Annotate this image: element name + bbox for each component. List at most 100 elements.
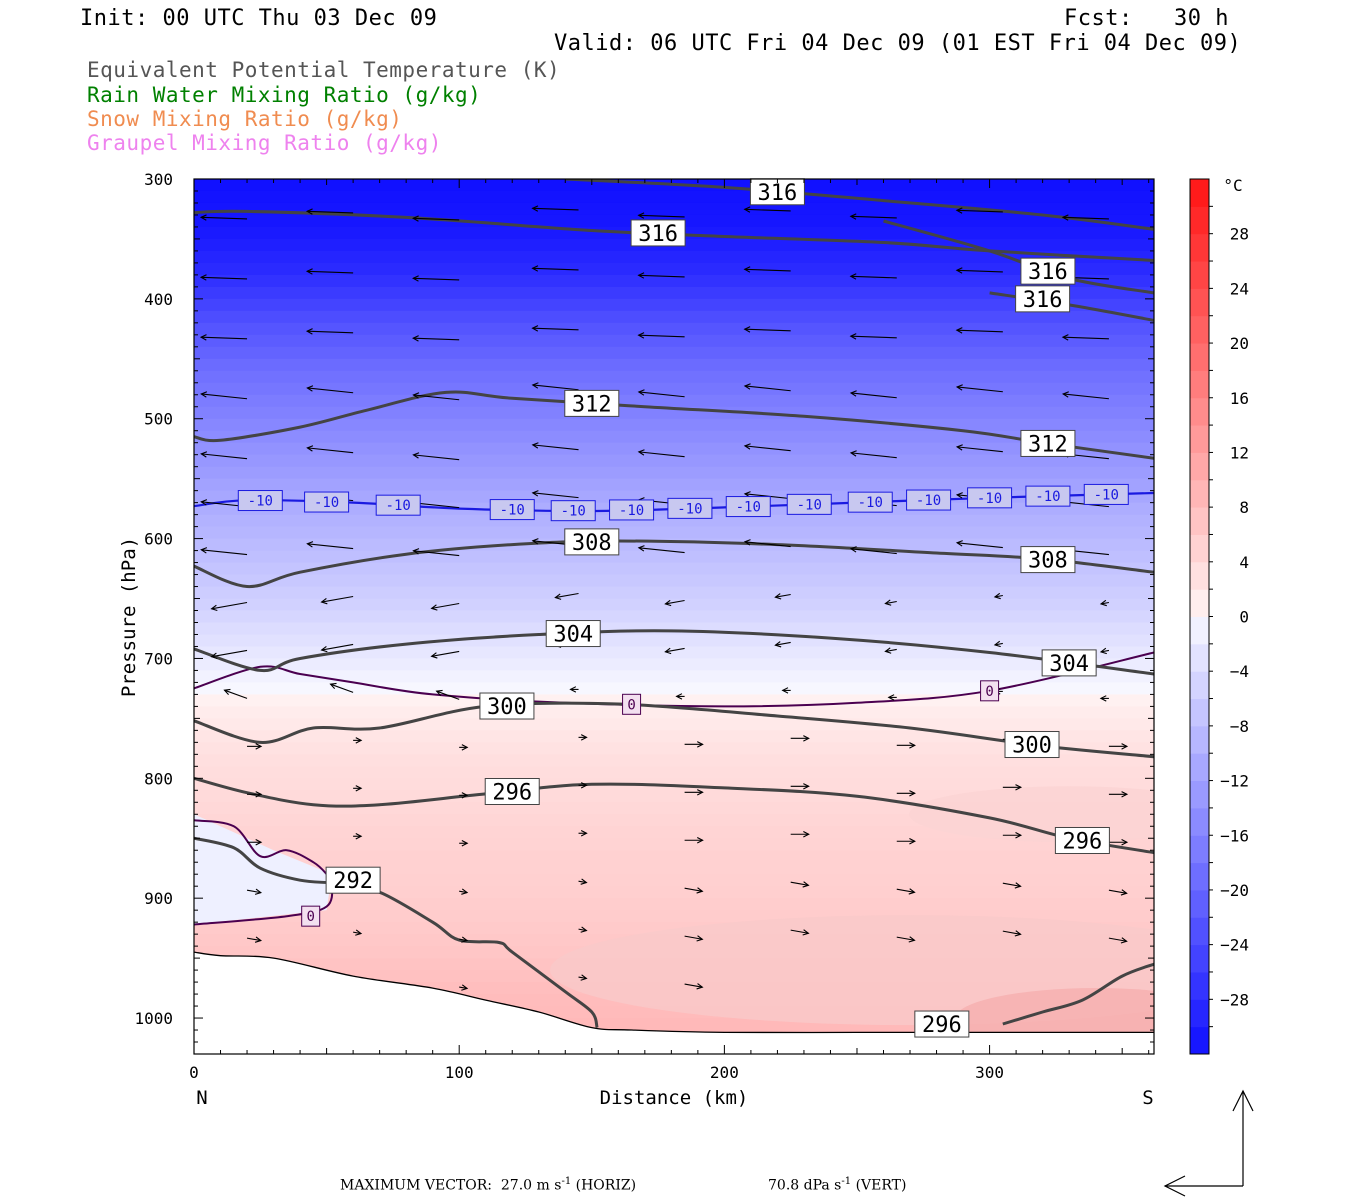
wind-vector-head [697, 837, 704, 844]
isotherm-label: -10 [725, 496, 771, 518]
wind-vector-head [637, 449, 645, 456]
wind-vector [896, 888, 915, 893]
wind-vector [850, 215, 897, 219]
wind-vector [321, 595, 354, 603]
temperature-band [194, 454, 1154, 468]
theta-e-label-text: 304 [553, 623, 593, 648]
colorbar-swatch [1190, 179, 1209, 207]
temperature-band [194, 598, 1154, 612]
theta-e-label-box [545, 620, 601, 648]
wind-vector-head [909, 742, 916, 749]
theta-e-label-box [1054, 826, 1110, 854]
wind-vector-head [461, 744, 469, 751]
wind-vector [532, 327, 579, 331]
wind-vector-head [412, 392, 420, 399]
wind-vector-head [743, 326, 751, 333]
theta-e-label: 292 [325, 866, 381, 894]
wind-vector [555, 592, 579, 599]
theta-e-292-line [194, 836, 599, 1029]
wind-vector [307, 543, 354, 550]
isotherm-label-box [1083, 483, 1129, 505]
wind-vector-head [200, 547, 208, 554]
isotherm-label: -10 [489, 499, 535, 521]
theta-e-300-line [194, 701, 1154, 759]
colorbar-swatch [1190, 589, 1209, 617]
wind-vector [665, 647, 685, 653]
wind-vector [246, 937, 261, 942]
wind-vector-head [320, 645, 328, 653]
wind-vector [307, 330, 354, 334]
wind-vector-head [955, 540, 963, 547]
wind-vector-head [803, 831, 810, 838]
valid-time-label: Valid: 06 UTC Fri 04 Dec 09 (01 EST Fri … [554, 31, 1242, 56]
x-end-label-north: N [196, 1087, 207, 1109]
colorbar-swatch [1190, 753, 1209, 782]
wind-vector [994, 642, 1003, 646]
colorbar-swatch [1190, 261, 1209, 289]
theta-e-label-box [1004, 731, 1060, 759]
wind-vector-head [743, 539, 751, 546]
isotherm-label-box [725, 496, 771, 518]
temperature-band [194, 538, 1154, 552]
theta-e-label-text: 300 [1012, 734, 1052, 759]
colorbar-swatch [1190, 1026, 1209, 1055]
wind-vector-head [697, 789, 704, 796]
theta-e-label: 296 [1054, 826, 1110, 854]
wind-vector [850, 335, 897, 339]
wind-vector-head [1061, 391, 1069, 398]
y-tick-label: 300 [144, 170, 173, 189]
colorbar-swatch [1190, 999, 1209, 1028]
isotherm-label-text: -10 [1035, 489, 1060, 505]
isotherm-label-text: -10 [1094, 487, 1119, 503]
wind-vector [994, 594, 1003, 598]
colorbar-swatch [1190, 889, 1209, 918]
wind-vector [956, 329, 1003, 333]
temperature-band [194, 358, 1154, 372]
wind-vector-head [430, 652, 438, 659]
wind-vector [413, 217, 460, 221]
temperature-shading [194, 179, 1154, 1054]
wind-vector [744, 268, 791, 272]
wind-vector [532, 444, 579, 451]
colorbar-tick-label: 4 [1239, 553, 1249, 572]
wind-vector-head [531, 325, 539, 332]
theta-e-label-box [564, 528, 620, 556]
temperature-band [194, 622, 1154, 636]
colorbar-tick-label: −8 [1230, 717, 1249, 736]
colorbar-swatch [1190, 397, 1209, 426]
wind-vector-head [955, 207, 963, 214]
theta-e-label: 296 [914, 1010, 970, 1038]
wind-vector [201, 453, 248, 460]
wind-vector [578, 880, 587, 884]
wind-vector-head [254, 936, 263, 943]
isotherm-label-text: -10 [677, 501, 702, 517]
wind-vector-head [993, 640, 1001, 648]
temperature-band [194, 898, 1154, 911]
wind-vector-head [909, 838, 916, 845]
wind-vector [201, 336, 248, 340]
colorbar-swatch [1190, 971, 1209, 1000]
isotherm-label-box [304, 491, 350, 513]
wind-vector-head [743, 443, 751, 450]
theta-e-label: 304 [545, 620, 601, 648]
wind-vector [307, 387, 354, 394]
temperature-band [194, 826, 1154, 839]
wind-vector-head [210, 652, 218, 659]
temperature-band [194, 886, 1154, 899]
temperature-band [194, 730, 1154, 743]
temperature-band [194, 298, 1154, 312]
wind-vector [744, 385, 791, 392]
wind-vector-head [199, 334, 207, 341]
isotherm-label: -10 [304, 491, 350, 513]
y-tick-label: 500 [144, 410, 173, 429]
wind-vector-head [1061, 214, 1069, 221]
colorbar-swatch [1190, 534, 1209, 563]
temperature-band [194, 670, 1154, 684]
wind-vector [638, 214, 685, 218]
temperature-band [194, 682, 1154, 696]
theta-e-label-text: 296 [1063, 829, 1103, 854]
isotherm-label-text: -10 [619, 503, 644, 519]
wind-vector-head [637, 272, 645, 279]
isotherm-labels: -10 -10 -10 -10 -10 -10 -10 -10 -10 -10 -10 -10 -10 -… [237, 483, 1129, 927]
